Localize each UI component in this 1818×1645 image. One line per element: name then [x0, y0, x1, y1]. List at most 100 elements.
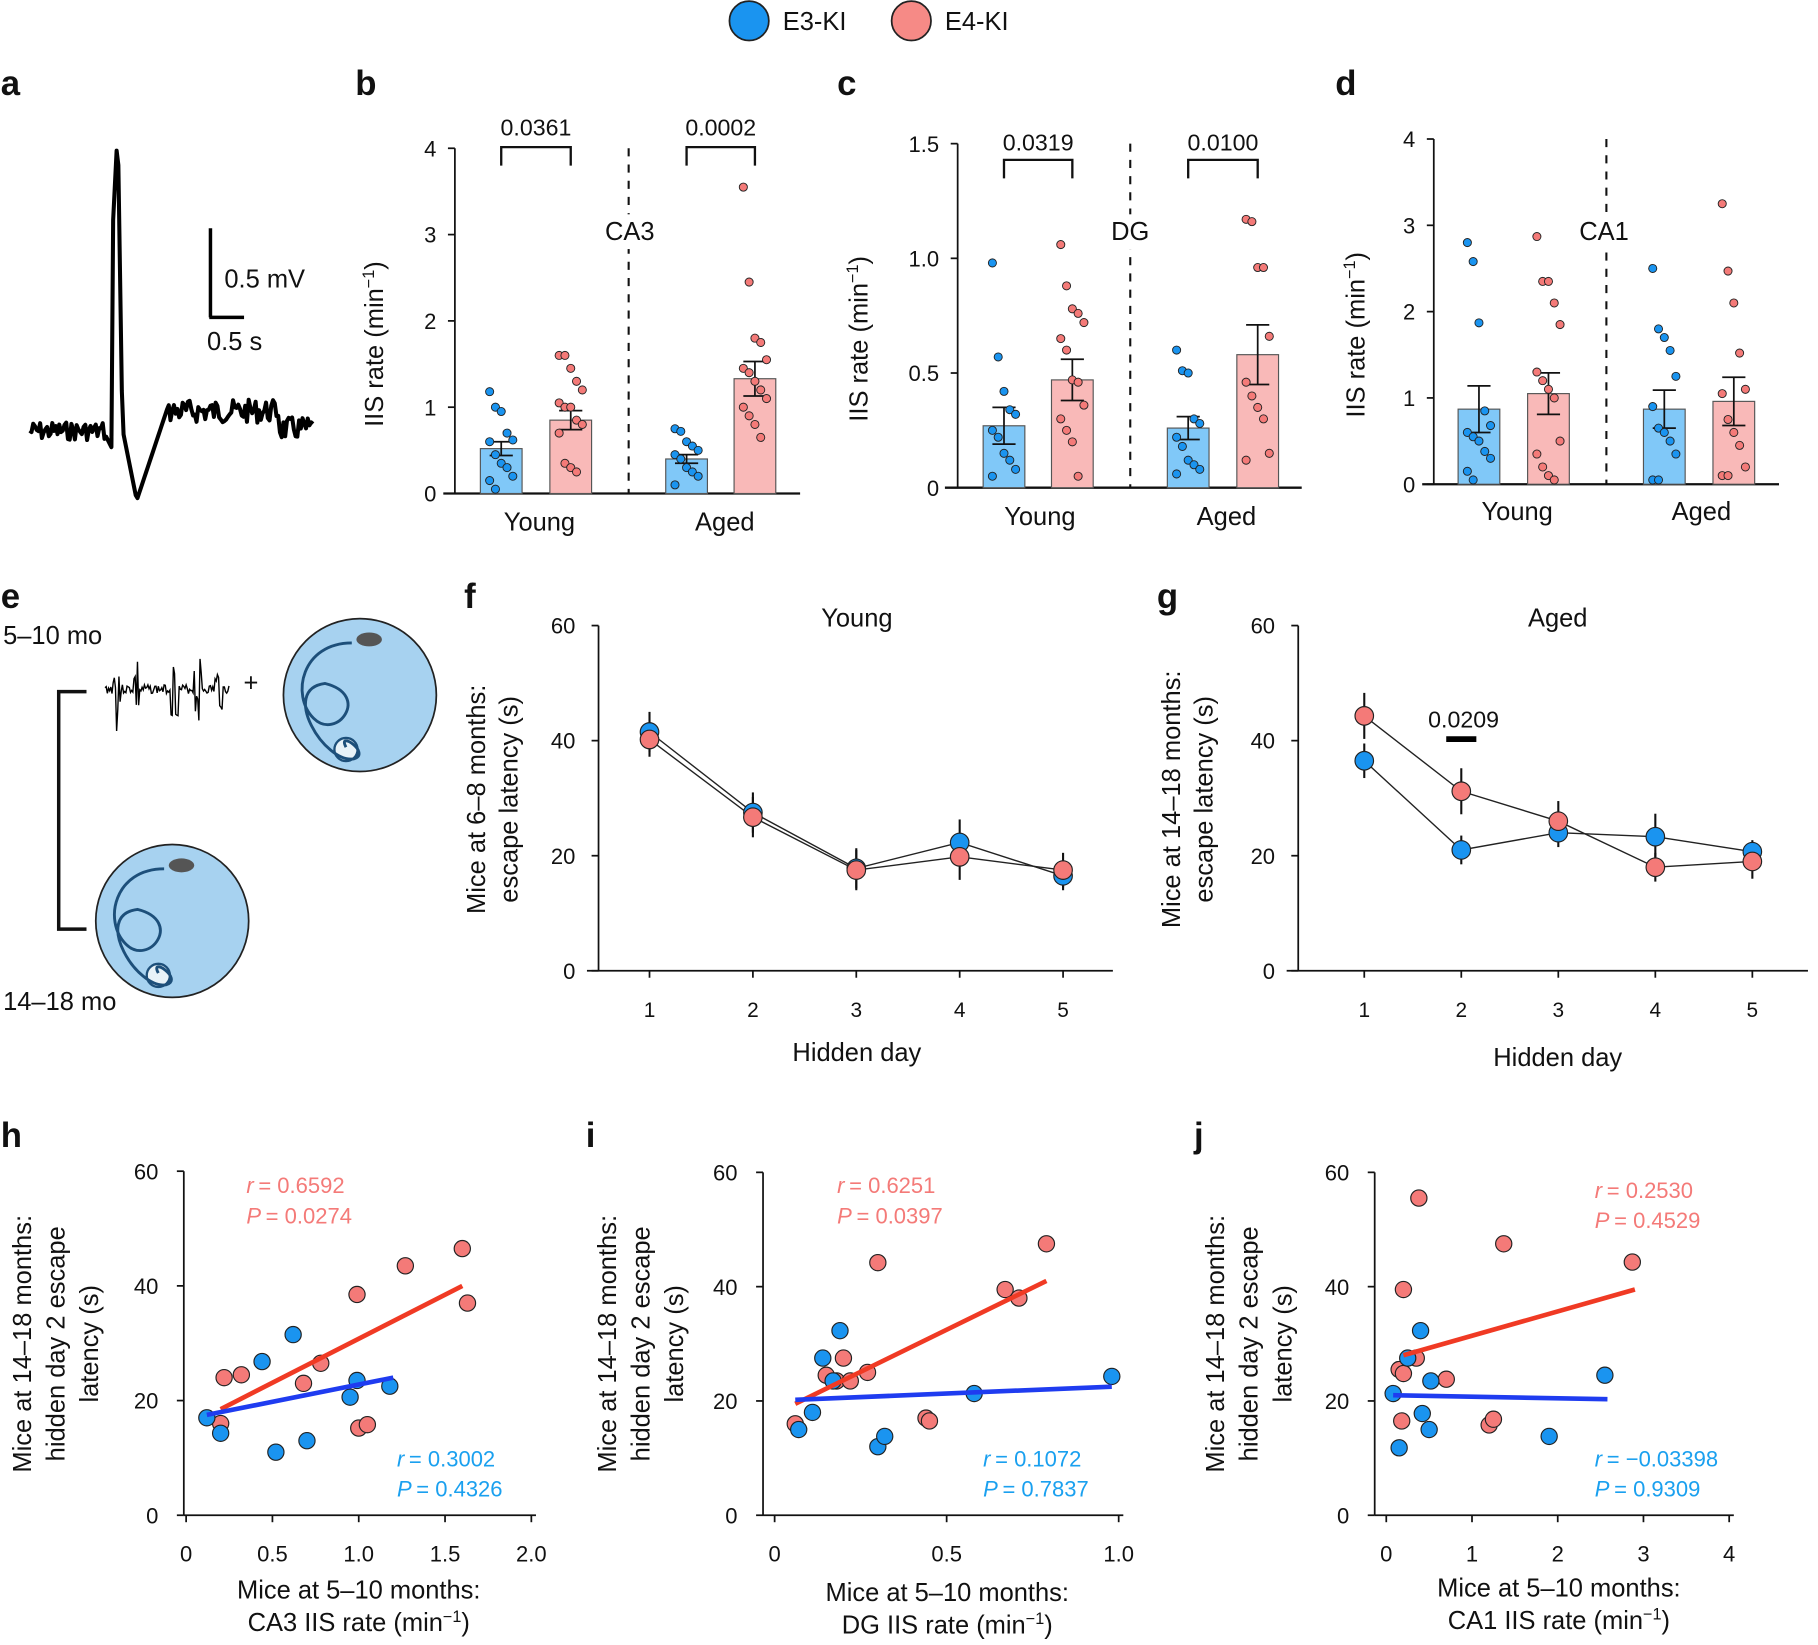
data-point [554, 428, 564, 438]
legend-label: E4-KI [945, 8, 1009, 36]
x-tick-label: 1 [1358, 999, 1370, 1022]
data-point [560, 350, 570, 360]
data-point-e4-ki [1742, 851, 1763, 872]
x-tick-label: 4 [1723, 1542, 1735, 1567]
data-point [1067, 437, 1077, 447]
data-point [1532, 232, 1542, 242]
panel-label-i: i [586, 1117, 596, 1155]
data-point-e3-ki [1451, 840, 1472, 860]
data-point [1723, 471, 1733, 481]
data-point [1474, 436, 1484, 446]
data-point [1195, 464, 1205, 474]
y-axis-label: hidden day 2 escape [1236, 1226, 1264, 1461]
data-point-e3-ki [831, 1321, 849, 1340]
data-point-e4-ki [949, 847, 970, 867]
y-tick-label: 40 [713, 1275, 737, 1300]
panel-label-j: j [1193, 1117, 1204, 1155]
data-point-e3-ki [267, 1443, 285, 1461]
x-tick-label: 3 [1637, 1542, 1649, 1567]
y-tick-label: 20 [134, 1389, 158, 1414]
data-point-e4-ki [834, 1349, 853, 1367]
stat-value: = 0.0397 [856, 1203, 942, 1228]
data-point [1648, 402, 1658, 412]
data-point [1062, 425, 1072, 435]
y-axis-label: IIS rate (min−1) [1341, 252, 1370, 418]
data-point [1543, 276, 1553, 286]
data-point-e3-ki [814, 1349, 832, 1367]
data-point [693, 471, 703, 481]
y-axis-label: hidden day 2 escape [42, 1226, 70, 1461]
water-maze-aged [94, 843, 250, 999]
data-point-e4-ki [1410, 1189, 1428, 1207]
data-point [1264, 331, 1274, 341]
data-point [1735, 440, 1745, 450]
y-axis-label-part: IIS rate (min [361, 288, 389, 427]
y-tick-label: 4 [424, 136, 436, 161]
x-tick-label: 0.5 [931, 1542, 962, 1567]
mouse-icon [168, 858, 195, 873]
y-tick-label: 60 [551, 614, 575, 639]
data-point [1056, 414, 1066, 424]
x-axis-label-part: CA1 IIS rate (min [1448, 1607, 1643, 1635]
x-tick-label: 5 [1057, 999, 1069, 1022]
legend-marker-e4-ki [890, 0, 932, 42]
data-point [502, 428, 512, 438]
y-tick-label: 1 [1403, 386, 1415, 411]
data-point [1723, 414, 1733, 425]
x-axis-label: CA1 IIS rate (min−1) [1448, 1606, 1670, 1635]
data-point-e3-ki [1354, 750, 1375, 771]
stat-symbol: P [1595, 1208, 1610, 1233]
data-point-e4-ki [1354, 706, 1375, 726]
x-tick-label: 4 [954, 999, 966, 1022]
data-point [1671, 449, 1681, 459]
data-point [1241, 377, 1251, 387]
legend-label: E3-KI [783, 8, 847, 36]
data-point [993, 432, 1003, 442]
data-point-e4-ki [1484, 1410, 1503, 1428]
swim-path [112, 867, 173, 987]
stat-p-e3-ki: P = 0.9309 [1595, 1477, 1701, 1502]
data-point-e4-ki [396, 1257, 415, 1275]
x-axis-label-part: −1 [1643, 1606, 1661, 1624]
data-point [1532, 367, 1542, 377]
data-point [1062, 281, 1072, 291]
stat-r-e3-ki: r = −0.03398 [1595, 1447, 1718, 1472]
data-point [987, 425, 997, 435]
y-tick-label: 40 [1325, 1275, 1349, 1300]
region-label: DG [1111, 218, 1149, 246]
x-axis-label: Mice at 5–10 months: [237, 1577, 480, 1605]
data-point [1543, 384, 1553, 394]
data-point-e3-ki [341, 1388, 359, 1406]
x-axis-label-part: DG IIS rate (min [842, 1611, 1026, 1639]
y-tick-label: 20 [551, 844, 575, 869]
data-point [1665, 436, 1675, 446]
stat-symbol: r [397, 1447, 406, 1472]
data-point [577, 419, 587, 429]
x-axis-label-part: ) [1044, 1611, 1052, 1639]
data-point-e4-ki [1548, 811, 1569, 832]
data-point [1172, 345, 1182, 355]
data-point [1258, 262, 1269, 273]
stat-r-e3-ki: r = 0.3002 [397, 1447, 495, 1472]
panel-label-b: b [355, 65, 376, 103]
age-label-young: 5–10 mo [3, 622, 102, 650]
x-tick-label: 2 [747, 999, 759, 1022]
data-point [1549, 298, 1559, 308]
data-point-e4-ki [639, 729, 660, 750]
stat-value: = −0.03398 [1607, 1447, 1718, 1472]
data-point [1073, 471, 1083, 481]
timeline-bracket [56, 689, 87, 931]
panel-label-d: d [1335, 65, 1356, 103]
x-tick-label: 1.0 [1103, 1542, 1134, 1567]
y-tick-label: 0 [1337, 1503, 1349, 1528]
x-category-label: Aged [695, 509, 754, 537]
data-point [1538, 376, 1548, 386]
data-point-e3-ki [1390, 1439, 1408, 1457]
y-tick-label: 60 [134, 1159, 158, 1184]
data-point [1172, 432, 1182, 442]
y-axis-label: latency (s) [76, 1285, 104, 1402]
panel-label-c: c [837, 65, 856, 103]
stat-symbol: r [1595, 1447, 1604, 1472]
y-tick-label: 0 [1263, 959, 1275, 984]
data-point [987, 471, 997, 481]
